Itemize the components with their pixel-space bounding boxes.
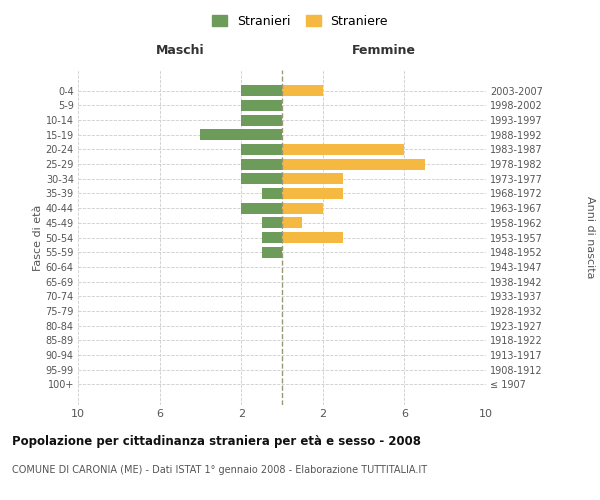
Legend: Stranieri, Straniere: Stranieri, Straniere xyxy=(208,11,392,32)
Y-axis label: Fasce di età: Fasce di età xyxy=(32,204,43,270)
Bar xyxy=(282,188,343,199)
Bar xyxy=(241,144,282,155)
Text: Popolazione per cittadinanza straniera per età e sesso - 2008: Popolazione per cittadinanza straniera p… xyxy=(12,435,421,448)
Y-axis label: Anni di nascita: Anni di nascita xyxy=(585,196,595,279)
Bar xyxy=(200,130,282,140)
Bar xyxy=(262,188,282,199)
Bar xyxy=(241,174,282,184)
Bar xyxy=(282,158,425,170)
Bar xyxy=(262,232,282,243)
Bar xyxy=(241,85,282,96)
Bar xyxy=(241,158,282,170)
Text: Maschi: Maschi xyxy=(155,44,205,58)
Bar xyxy=(282,174,343,184)
Bar xyxy=(282,218,302,228)
Bar xyxy=(282,144,404,155)
Text: Femmine: Femmine xyxy=(352,44,416,58)
Text: COMUNE DI CARONIA (ME) - Dati ISTAT 1° gennaio 2008 - Elaborazione TUTTITALIA.IT: COMUNE DI CARONIA (ME) - Dati ISTAT 1° g… xyxy=(12,465,427,475)
Bar xyxy=(262,218,282,228)
Bar xyxy=(282,85,323,96)
Bar xyxy=(241,100,282,111)
Bar xyxy=(262,246,282,258)
Bar xyxy=(241,202,282,213)
Bar xyxy=(241,114,282,126)
Bar xyxy=(282,202,323,213)
Bar xyxy=(282,232,343,243)
